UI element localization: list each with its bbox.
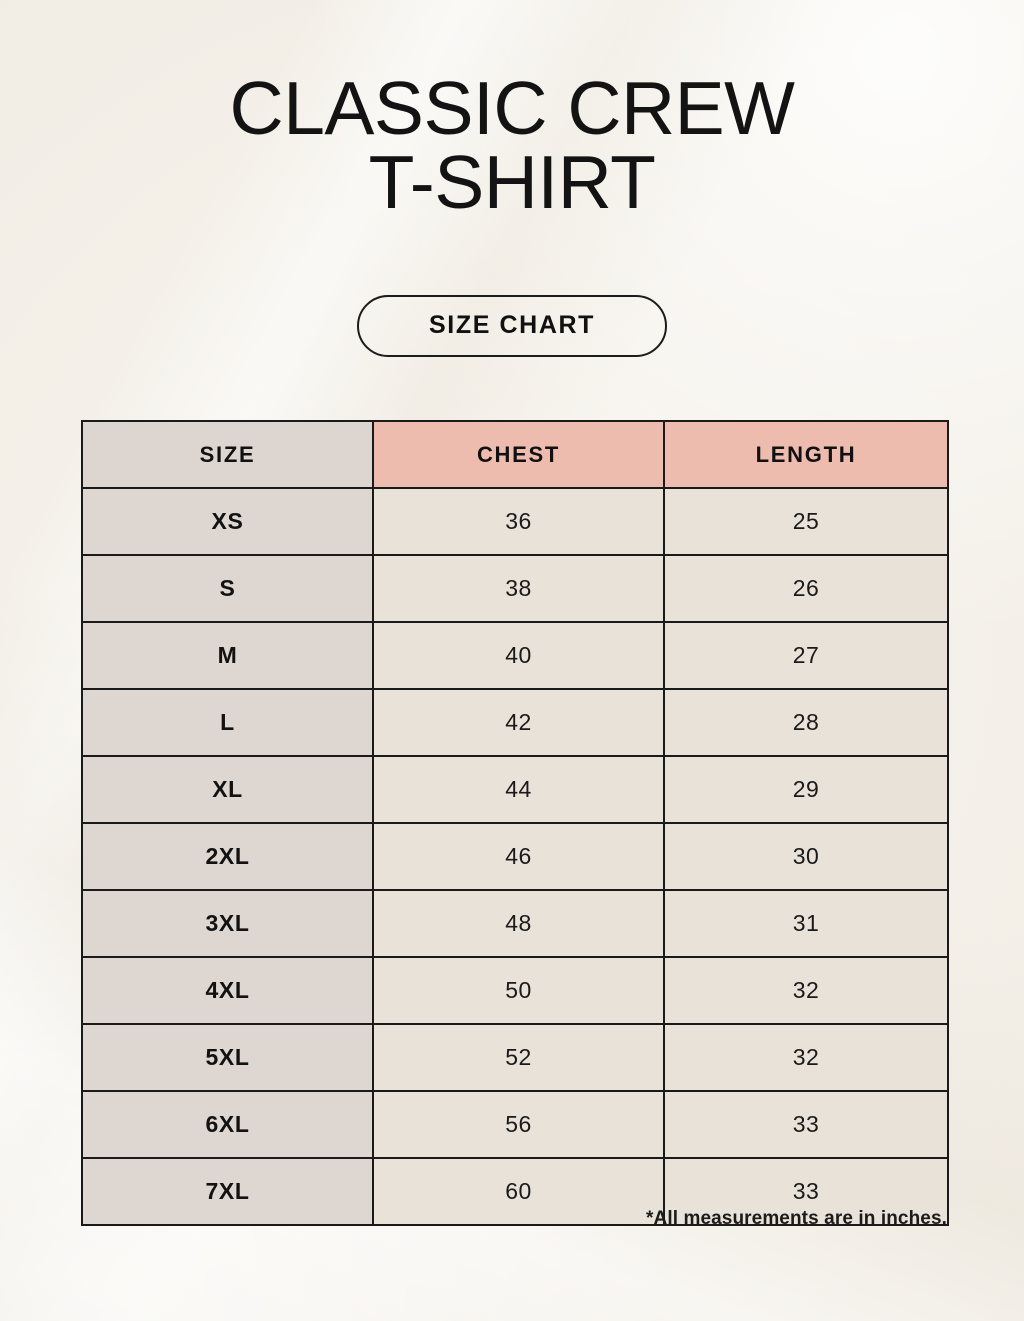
cell-chest: 44 <box>372 755 665 824</box>
cell-size: 4XL <box>81 956 374 1025</box>
table-row: 4XL 50 32 <box>81 956 949 1025</box>
cell-length: 26 <box>663 554 949 623</box>
size-chart-table: SIZE CHEST LENGTH XS 36 25 S 38 26 M <box>81 420 949 1226</box>
table-row: M 40 27 <box>81 621 949 690</box>
cell-size: S <box>81 554 374 623</box>
table-header-row: SIZE CHEST LENGTH <box>81 420 949 489</box>
table-row: 5XL 52 32 <box>81 1023 949 1092</box>
cell-length: 33 <box>663 1157 949 1226</box>
table-row: 3XL 48 31 <box>81 889 949 958</box>
cell-size: 6XL <box>81 1090 374 1159</box>
badge-container: SIZE CHART <box>0 295 1024 357</box>
cell-size: 7XL <box>81 1157 374 1226</box>
cell-length: 29 <box>663 755 949 824</box>
cell-length: 27 <box>663 621 949 690</box>
size-table-container: SIZE CHEST LENGTH XS 36 25 S 38 26 M <box>81 420 949 1226</box>
cell-size: XL <box>81 755 374 824</box>
measurement-units-note: *All measurements are in inches. <box>646 1208 947 1229</box>
cell-chest: 60 <box>372 1157 665 1226</box>
cell-chest: 56 <box>372 1090 665 1159</box>
table-body: XS 36 25 S 38 26 M 40 27 L 42 28 <box>81 487 949 1226</box>
cell-length: 25 <box>663 487 949 556</box>
cell-length: 30 <box>663 822 949 891</box>
cell-length: 31 <box>663 889 949 958</box>
column-header-chest: CHEST <box>372 420 665 489</box>
cell-size: 3XL <box>81 889 374 958</box>
cell-chest: 46 <box>372 822 665 891</box>
size-chart-badge: SIZE CHART <box>357 295 667 357</box>
column-header-length: LENGTH <box>663 420 949 489</box>
table-row: S 38 26 <box>81 554 949 623</box>
table-row: 2XL 46 30 <box>81 822 949 891</box>
table-row: L 42 28 <box>81 688 949 757</box>
cell-chest: 52 <box>372 1023 665 1092</box>
table-row: XS 36 25 <box>81 487 949 556</box>
page-title: CLASSIC CREW T-SHIRT <box>229 66 795 224</box>
cell-chest: 50 <box>372 956 665 1025</box>
cell-size: M <box>81 621 374 690</box>
cell-chest: 42 <box>372 688 665 757</box>
cell-chest: 40 <box>372 621 665 690</box>
cell-size: 2XL <box>81 822 374 891</box>
cell-chest: 38 <box>372 554 665 623</box>
cell-length: 33 <box>663 1090 949 1159</box>
cell-size: XS <box>81 487 374 556</box>
cell-size: 5XL <box>81 1023 374 1092</box>
table-header: SIZE CHEST LENGTH <box>81 420 949 489</box>
table-row: 7XL 60 33 <box>81 1157 949 1226</box>
cell-length: 28 <box>663 688 949 757</box>
cell-chest: 36 <box>372 487 665 556</box>
cell-length: 32 <box>663 956 949 1025</box>
column-header-size: SIZE <box>81 420 374 489</box>
cell-size: L <box>81 688 374 757</box>
cell-chest: 48 <box>372 889 665 958</box>
table-row: 6XL 56 33 <box>81 1090 949 1159</box>
table-row: XL 44 29 <box>81 755 949 824</box>
cell-length: 32 <box>663 1023 949 1092</box>
